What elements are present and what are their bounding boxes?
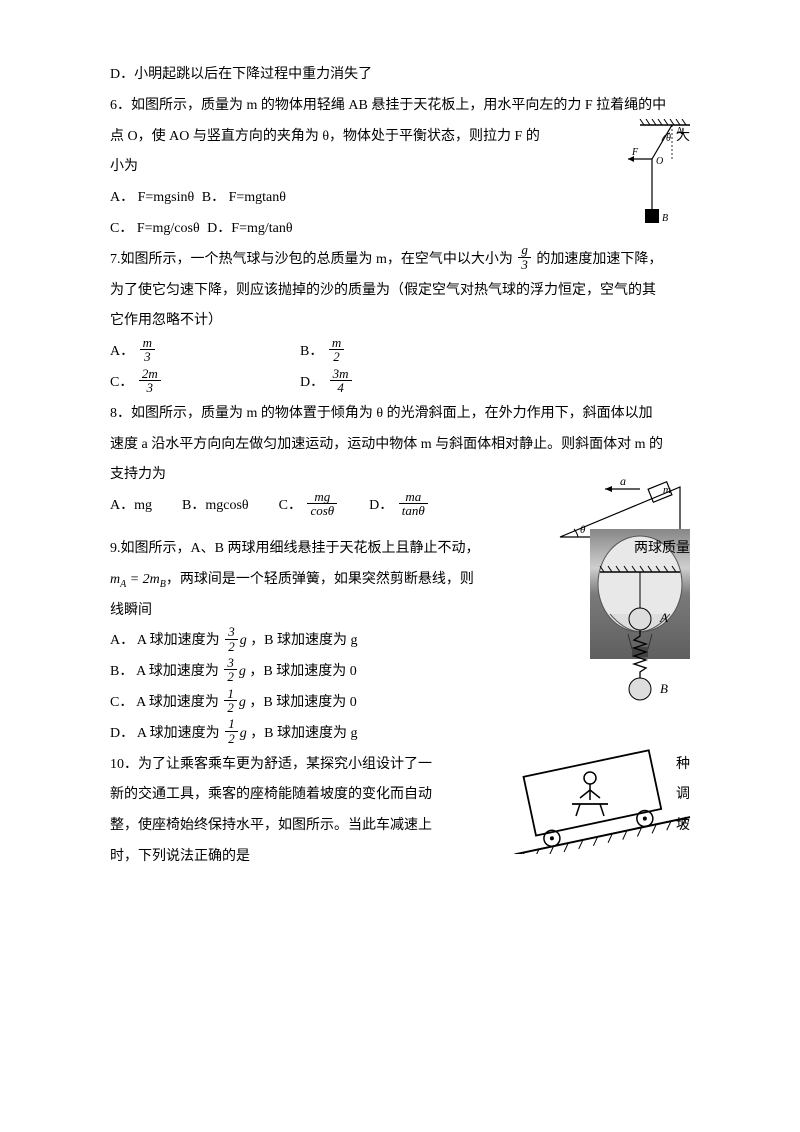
q8-label-a: a — [620, 477, 626, 488]
q6-stem-b-left: 点 O，使 AO 与竖直方向的夹角为 θ，物体处于平衡状态，则拉力 F 的 — [110, 129, 540, 144]
q8-stem-a: 8．如图所示，质量为 m 的物体置于倾角为 θ 的光滑斜面上，在外力作用下，斜面… — [110, 399, 690, 430]
q6-option-b: B． F=mgtanθ — [202, 190, 286, 205]
q8-option-b: B．mgcosθ — [182, 491, 249, 522]
q9-figure: A B — [590, 564, 690, 714]
q6-stem-c: 小为 — [110, 152, 690, 183]
q6-option-d: D．F=mg/tanθ — [207, 221, 292, 236]
q7-option-c: C． 2m3 — [110, 368, 250, 399]
q7-frac-g3: g 3 — [518, 243, 531, 271]
q7-option-a: A． m3 — [110, 337, 250, 368]
q7-stem-a-pre: 7.如图所示，一个热气球与沙包的总质量为 m，在空气中以大小为 — [110, 252, 513, 267]
q10-figure — [510, 744, 690, 854]
q6-stem-b: 点 O，使 AO 与竖直方向的夹角为 θ，物体处于平衡状态，则拉力 F 的 大 — [110, 122, 690, 153]
q6-label-A: A — [676, 126, 684, 137]
q8-option-d: D． matanθ — [369, 491, 430, 522]
q8-option-a: A．mg — [110, 491, 152, 522]
q6-label-O: O — [656, 156, 663, 167]
q7-stem-a: 7.如图所示，一个热气球与沙包的总质量为 m，在空气中以大小为 g 3 的加速度… — [110, 245, 690, 276]
q6-figure: A θ O F B — [620, 119, 690, 229]
q6-options-ab: A． F=mgsinθ B． F=mgtanθ — [110, 183, 690, 214]
q6-stem-a: 6．如图所示，质量为 m 的物体用轻绳 AB 悬挂于天花板上，用水平向左的力 F… — [110, 91, 690, 122]
q7-option-b: B． m2 — [300, 337, 346, 368]
q7-stem-c: 它作用忽略不计） — [110, 306, 690, 337]
q7-options-row2: C． 2m3 D． 3m4 — [110, 368, 690, 399]
q7-options-row1: A． m3 B． m2 — [110, 337, 690, 368]
q6-label-B: B — [662, 213, 668, 224]
q6-label-F: F — [631, 147, 639, 158]
q8-option-c: C． mgcosθ — [279, 491, 340, 522]
q9-label-A: A — [659, 610, 668, 625]
q8-label-m: m — [663, 484, 671, 496]
q7-option-d: D． 3m4 — [300, 368, 354, 399]
q9-label-B: B — [660, 681, 668, 696]
q6-option-a: A． F=mgsinθ — [110, 190, 194, 205]
q9-stem-a-right: 两球质量 — [634, 534, 690, 565]
q7-stem-b: 为了使它匀速下降，则应该抛掉的沙的质量为（假定空气对热气球的浮力恒定，空气的其 — [110, 276, 690, 307]
q6-label-theta: θ — [666, 133, 671, 144]
q9-stem-a-left: 9.如图所示，A、B 两球用细线悬挂于天花板上且静止不动， — [110, 541, 479, 556]
q8-stem-b: 速度 a 沿水平方向向左做匀加速运动，运动中物体 m 与斜面体相对静止。则斜面体… — [110, 430, 690, 461]
q9-stem-a: 9.如图所示，A、B 两球用细线悬挂于天花板上且静止不动， 两球质量 — [110, 534, 690, 565]
q6-option-c: C． F=mg/cosθ — [110, 221, 200, 236]
q5-option-d: D．小明起跳以后在下降过程中重力消失了 — [110, 60, 690, 91]
q7-stem-a-post: 的加速度加速下降， — [536, 252, 662, 267]
q6-options-cd: C． F=mg/cosθ D．F=mg/tanθ — [110, 214, 690, 245]
